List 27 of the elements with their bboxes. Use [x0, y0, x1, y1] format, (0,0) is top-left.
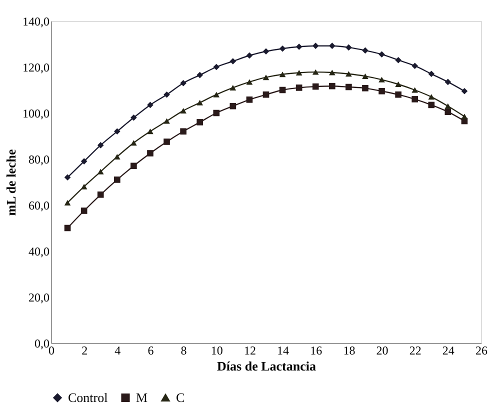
legend-label: Control — [68, 390, 108, 405]
y-tick-label: 0,0 — [34, 336, 50, 350]
x-tick-label: 20 — [376, 344, 388, 358]
x-tick-label: 16 — [310, 344, 322, 358]
x-tick-label: 12 — [244, 344, 256, 358]
y-tick-label: 140,0 — [22, 14, 50, 28]
x-tick-label: 6 — [148, 344, 154, 358]
x-tick-label: 14 — [277, 344, 290, 358]
x-tick-label: 0 — [48, 344, 54, 358]
y-tick-label: 20,0 — [28, 290, 50, 304]
y-tick-label: 40,0 — [28, 244, 50, 258]
y-tick-label: 80,0 — [28, 152, 50, 166]
legend-label: C — [176, 390, 185, 405]
x-tick-label: 4 — [114, 344, 121, 358]
x-tick-label: 2 — [82, 344, 88, 358]
x-tick-label: 26 — [476, 344, 488, 358]
y-tick-label: 120,0 — [22, 60, 50, 74]
x-tick-label: 8 — [180, 344, 187, 358]
x-tick-label: 10 — [210, 344, 223, 358]
y-tick-label: 100,0 — [22, 106, 50, 120]
x-tick-label: 18 — [343, 344, 356, 358]
x-tick-label: 22 — [409, 344, 422, 358]
y-axis-title: mL de leche — [4, 149, 18, 216]
x-axis-title: Días de Lactancia — [217, 358, 316, 374]
x-tick-label: 24 — [442, 344, 454, 358]
legend-label: M — [136, 390, 148, 405]
y-tick-label: 60,0 — [28, 198, 50, 212]
